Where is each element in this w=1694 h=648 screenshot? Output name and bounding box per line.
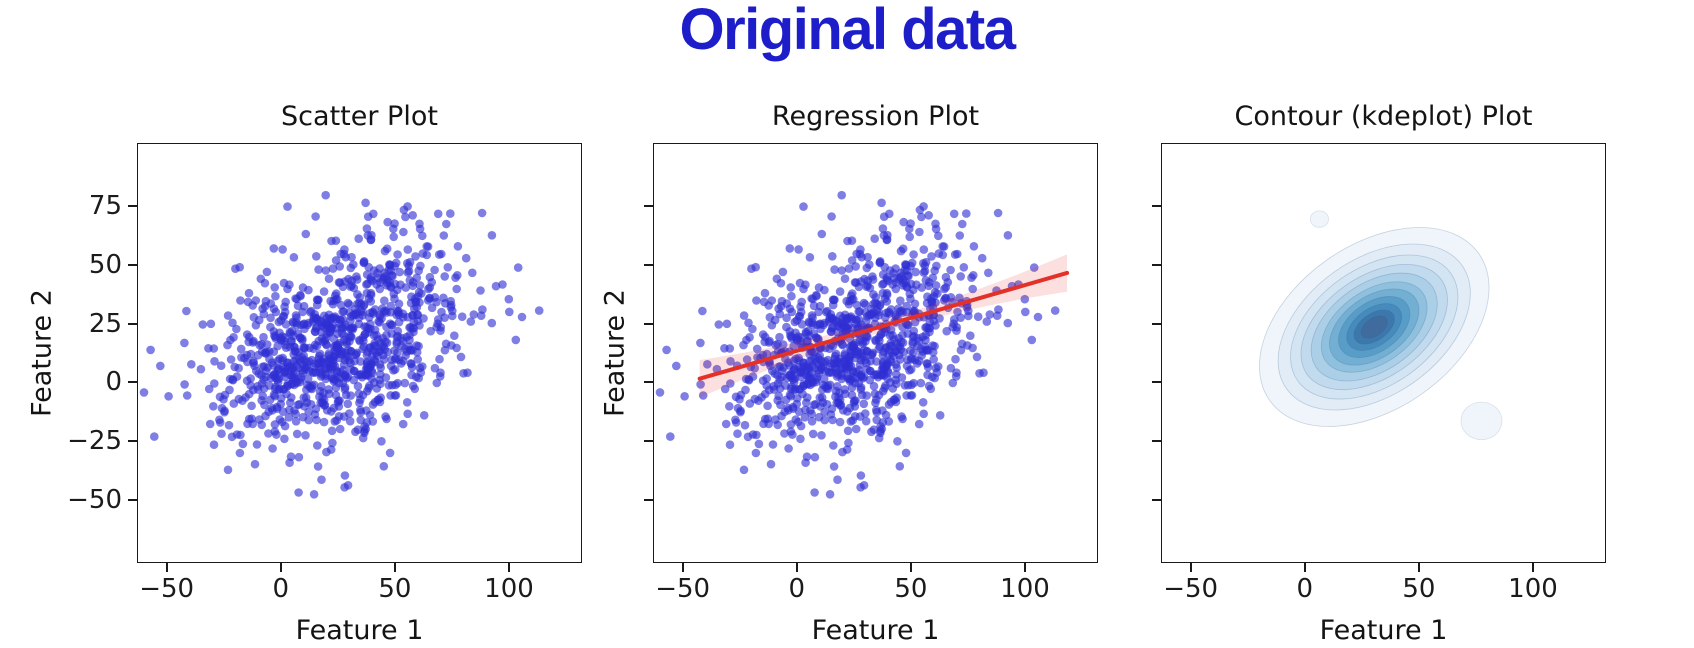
x-tick-mark [507, 563, 510, 572]
x-tick-label: −50 [1163, 574, 1219, 604]
x-tick-mark [165, 563, 168, 572]
x-tick-label: 100 [484, 574, 534, 604]
y-axis-label: Feature 2 [599, 289, 631, 417]
y-tick-mark [1152, 205, 1161, 208]
x-tick-mark [1303, 563, 1306, 572]
y-tick-mark [1152, 381, 1161, 384]
x-tick-label: 0 [272, 574, 290, 604]
y-tick-label: −50 [67, 484, 122, 515]
y-tick-mark [1152, 498, 1161, 501]
plot-area-regression [653, 143, 1098, 563]
x-tick-label: 100 [1000, 574, 1050, 604]
subplot-scatter: Scatter Plot Feature 2 Feature 1 −50 0 50 1… [27, 101, 582, 646]
y-tick-mark [128, 381, 137, 384]
y-tick-mark [644, 498, 653, 501]
y-tick-mark [644, 322, 653, 325]
subplot-title-contour: Contour (kdeplot) Plot [1234, 101, 1533, 132]
x-tick-label: 50 [1402, 574, 1436, 604]
y-tick-mark [1152, 322, 1161, 325]
y-tick-mark [128, 439, 137, 442]
y-tick-label: 50 [88, 250, 122, 280]
x-tick-label: −50 [655, 574, 711, 604]
x-axis-label: Feature 1 [295, 615, 424, 646]
plot-area-scatter [137, 143, 582, 563]
x-tick-label: 0 [788, 574, 806, 604]
y-tick-label: 0 [105, 367, 122, 398]
x-tick-label: 0 [1296, 574, 1314, 604]
y-tick-mark [644, 439, 653, 442]
subplot-title-regression: Regression Plot [771, 101, 980, 132]
plot-canvas [139, 190, 544, 499]
y-axis-label: Feature 2 [26, 289, 58, 417]
subplot-regression: Regression Plot Feature 2 Feature 1 −50 0… [600, 101, 1098, 646]
y-tick-label: 25 [88, 308, 122, 339]
x-axis-label: Feature 1 [811, 615, 940, 646]
y-tick-mark [128, 498, 137, 501]
x-tick-mark [681, 563, 684, 572]
y-tick-mark [644, 264, 653, 266]
x-tick-mark [393, 563, 396, 572]
y-tick-mark [128, 322, 137, 325]
x-tick-label: 100 [1508, 574, 1558, 604]
plot-canvas [655, 190, 1070, 499]
y-tick-label: 75 [88, 191, 122, 222]
y-tick-label: −25 [67, 425, 122, 456]
y-tick-mark [1152, 439, 1161, 442]
y-tick-mark [1152, 264, 1161, 266]
x-tick-mark [1023, 563, 1026, 572]
x-tick-mark [279, 563, 282, 572]
x-tick-label: 50 [378, 574, 412, 604]
x-tick-mark [1189, 563, 1192, 572]
figure-suptitle: Original data [679, 0, 1016, 62]
plot-area-contour [1161, 143, 1606, 563]
y-tick-mark [644, 381, 653, 384]
x-tick-mark [795, 563, 798, 572]
plot-canvas [1259, 210, 1503, 441]
subplot-title-scatter: Scatter Plot [281, 101, 438, 132]
x-tick-mark [1531, 563, 1534, 572]
x-tick-label: 50 [894, 574, 928, 604]
x-tick-label: −50 [139, 574, 195, 604]
y-tick-mark [128, 264, 137, 266]
x-axis-label: Feature 1 [1319, 615, 1448, 646]
x-tick-mark [1417, 563, 1420, 572]
subplot-contour: Contour (kdeplot) Plot Feature 1 −50 0 50 1… [1152, 101, 1606, 646]
y-tick-mark [128, 205, 137, 208]
x-tick-mark [909, 563, 912, 572]
y-tick-mark [644, 205, 653, 208]
